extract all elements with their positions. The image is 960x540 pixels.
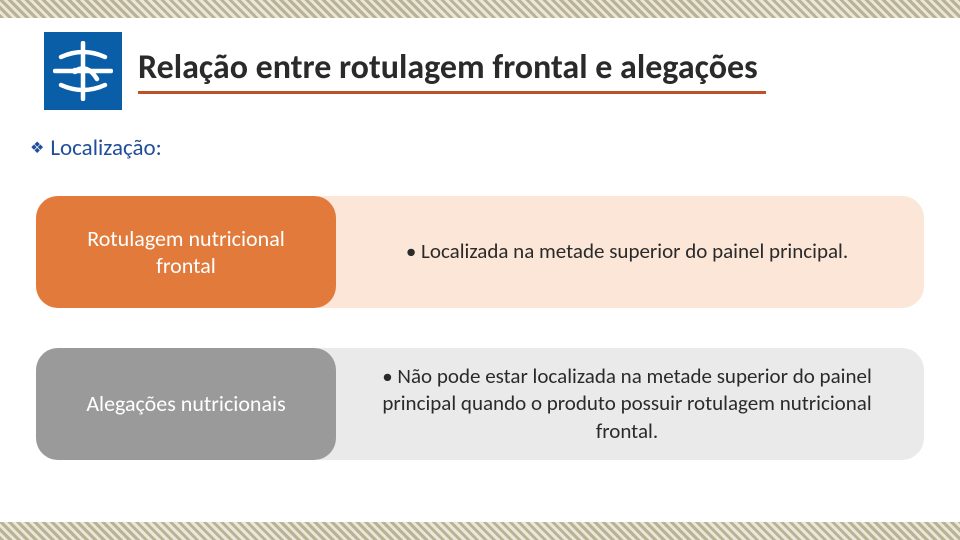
row-rotulagem: Rotulagem nutricional frontal • Localiza… <box>36 196 924 308</box>
anvisa-logo-icon <box>53 41 113 101</box>
anvisa-logo <box>44 32 122 110</box>
row-desc-rotulagem: • Localizada na metade superior do paine… <box>318 196 924 308</box>
header: Relação entre rotulagem frontal e alegaç… <box>0 32 960 110</box>
diamond-bullet-icon: ❖ <box>30 141 44 157</box>
row-label-alegacoes: Alegações nutricionais <box>36 348 336 460</box>
subheading-text: Localização: <box>50 134 161 162</box>
row-label-rotulagem: Rotulagem nutricional frontal <box>36 196 336 308</box>
top-hatch-bar <box>0 0 960 18</box>
row-desc-alegacoes: • Não pode estar localizada na metade su… <box>318 348 924 460</box>
page-title: Relação entre rotulagem frontal e alegaç… <box>138 48 766 94</box>
bottom-hatch-bar <box>0 522 960 540</box>
subheading: ❖ Localização: <box>30 134 960 162</box>
rows-container: Rotulagem nutricional frontal • Localiza… <box>0 196 960 460</box>
row-alegacoes: Alegações nutricionais • Não pode estar … <box>36 348 924 460</box>
